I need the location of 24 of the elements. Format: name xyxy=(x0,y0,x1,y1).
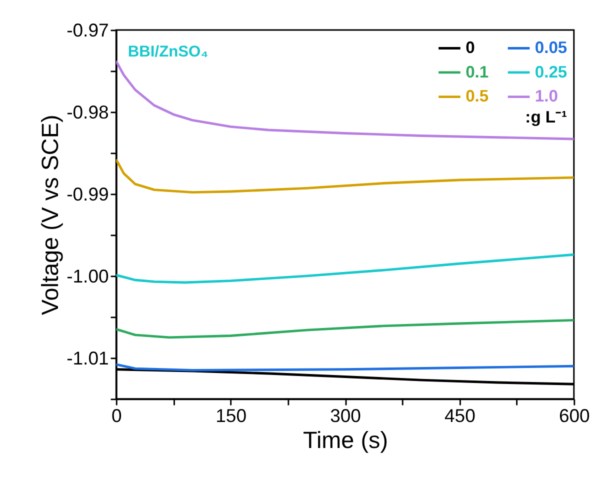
y-tick-label: -1.00 xyxy=(66,265,109,286)
legend-title: :g L⁻¹ xyxy=(525,108,568,127)
y-tick-label: -0.98 xyxy=(66,101,109,122)
y-tick-label: -1.01 xyxy=(66,347,109,368)
line-series xyxy=(116,60,574,140)
x-tick-label: 150 xyxy=(216,404,247,426)
y-tick-label: -0.99 xyxy=(66,183,109,204)
annotation: BBI/ZnSO₄ xyxy=(128,43,208,60)
line-series xyxy=(116,318,574,339)
legend-label: 0.1 xyxy=(466,62,489,82)
legend-label: 0.05 xyxy=(534,38,568,58)
legend-label: 0.5 xyxy=(466,86,489,106)
legend-label: 0 xyxy=(466,38,475,58)
x-tick-label: 600 xyxy=(558,404,590,426)
y-axis-title: Voltage (V vs SCE) xyxy=(36,114,63,316)
legend-label: 0.25 xyxy=(534,62,568,82)
legend-label: 1.0 xyxy=(534,86,558,106)
x-tick-label: 450 xyxy=(444,404,476,426)
line-series xyxy=(116,253,574,284)
line-series xyxy=(116,158,574,194)
x-tick-label: 0 xyxy=(111,404,122,426)
x-tick-label: 300 xyxy=(330,404,361,426)
x-axis-title: Time (s) xyxy=(303,427,388,454)
y-tick-label: -0.97 xyxy=(66,19,109,40)
